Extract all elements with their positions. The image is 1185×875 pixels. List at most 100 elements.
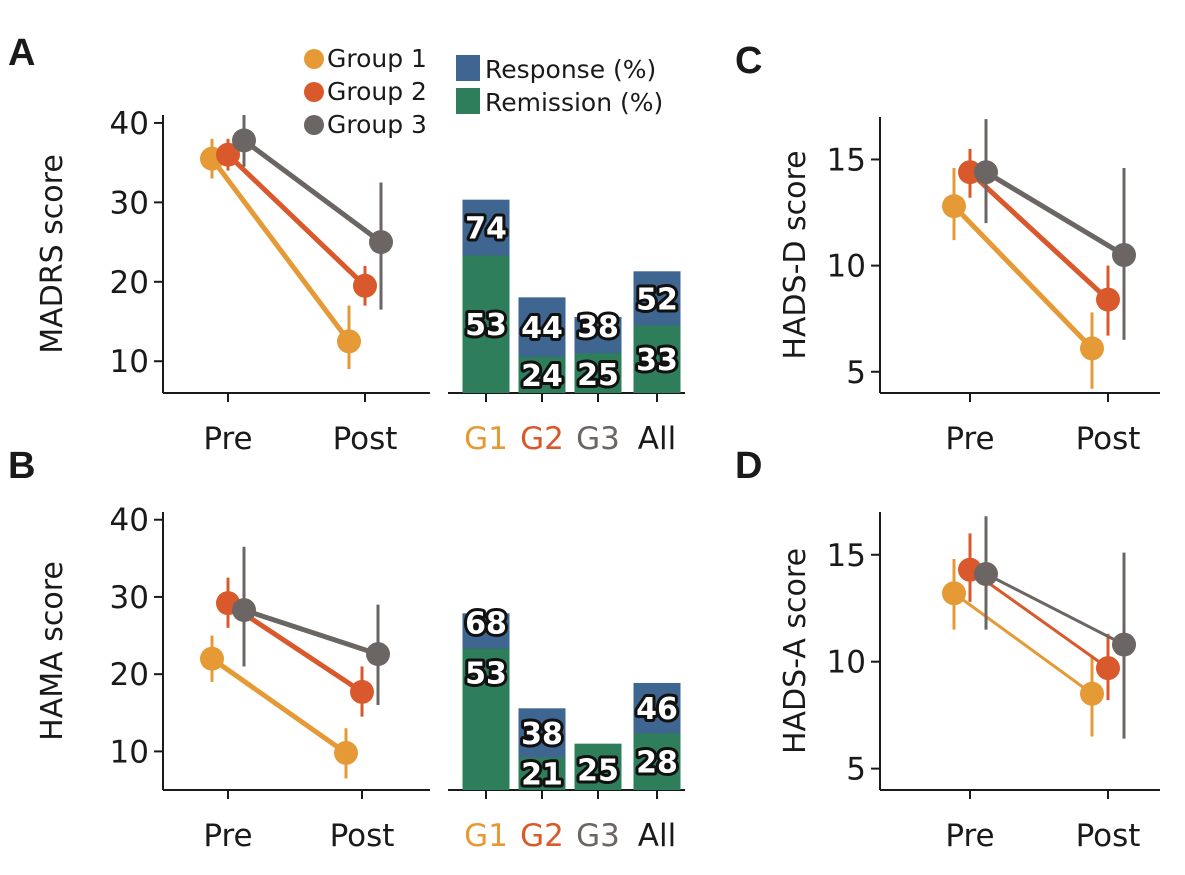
series-line (951, 203, 1095, 351)
remission-value-label: 53 (465, 656, 507, 691)
data-point (1096, 287, 1120, 312)
data-point (1112, 632, 1136, 657)
y-tick-label: 40 (110, 106, 149, 142)
y-tick-label: 20 (110, 265, 149, 301)
legend-label-g1: Group 1 (327, 44, 427, 73)
response-value-label: 44 (521, 311, 563, 346)
y-axis-label: MADRS score (35, 154, 70, 354)
series-line (209, 156, 352, 344)
y-axis-label: HADS-D score (778, 150, 813, 359)
remission-value-label: 24 (521, 359, 563, 394)
bar-category-label: G3 (576, 818, 620, 854)
series-line (241, 607, 381, 657)
data-point (334, 740, 358, 765)
y-tick-label: 10 (110, 344, 149, 380)
series-line (968, 568, 1110, 670)
bar-category-label: G2 (520, 421, 564, 457)
data-point (942, 581, 966, 606)
bar-category-label: G2 (520, 818, 564, 854)
response-value-label: 68 (465, 606, 507, 641)
panel-c: C 5 10 15 Pre Post HADS-D score (735, 40, 1160, 457)
legend-marker-g2 (304, 82, 324, 102)
y-tick-label: 5 (846, 752, 866, 788)
bar-category-label: G1 (464, 421, 508, 457)
data-point (337, 329, 361, 354)
remission-value-label: 25 (577, 358, 619, 393)
remission-value-label: 33 (636, 343, 678, 378)
y-tick-label: 20 (110, 657, 149, 693)
remission-value-label: 53 (465, 308, 507, 343)
remission-bar (633, 325, 681, 393)
response-value-label: 52 (636, 282, 678, 317)
data-point (369, 230, 393, 255)
series-line (241, 137, 384, 245)
response-value-label: 74 (465, 212, 507, 247)
bar-category-label: G1 (464, 818, 508, 854)
data-point (200, 646, 224, 671)
data-point (1080, 681, 1104, 706)
remission-bar (574, 743, 622, 790)
y-tick-label: 10 (827, 645, 866, 681)
legend-label-g3: Group 3 (327, 110, 427, 139)
x-tick-label: Pre (203, 421, 252, 457)
y-tick-label: 40 (110, 503, 149, 539)
panel-letter: D (735, 445, 762, 487)
legend-swatch-remission (456, 88, 480, 114)
y-tick-label: 15 (827, 538, 866, 574)
panel-d: D 5 10 15 Pre Post HADS-A score (735, 445, 1160, 854)
legend-marker-g3 (304, 115, 324, 135)
panel-b: B 10 20 30 40 Pre Post HAMA score G1 68 53 G2 38 21 G3… (8, 445, 685, 854)
data-point (1080, 336, 1104, 361)
data-point (232, 128, 256, 153)
response-value-label: 38 (577, 310, 619, 345)
data-point (366, 642, 390, 667)
y-tick-label: 10 (827, 249, 866, 285)
remission-value-label: 21 (521, 758, 563, 793)
remission-value-label: 25 (577, 754, 619, 789)
remission-bar (633, 733, 681, 790)
remission-bar (518, 757, 566, 790)
response-value-label: 46 (636, 692, 678, 727)
y-axis-label: HAMA score (35, 561, 70, 741)
x-tick-label: Pre (945, 818, 994, 854)
data-point (216, 142, 240, 167)
y-tick-label: 15 (827, 142, 866, 178)
remission-value-label: 28 (636, 746, 678, 781)
bar-category-label: All (638, 421, 676, 457)
series-line (209, 656, 349, 756)
series-line (983, 169, 1127, 258)
data-point (353, 273, 377, 298)
remission-bar (462, 648, 510, 790)
x-tick-label: Post (330, 818, 395, 854)
remission-bar (518, 356, 566, 393)
data-point (974, 160, 998, 185)
x-tick-label: Post (1076, 421, 1141, 457)
x-tick-label: Post (333, 421, 398, 457)
legend-swatch-response (456, 55, 480, 81)
data-point (350, 679, 374, 704)
bar-chart: G1 68 53 G2 38 21 G3 25 All 46 28 (448, 603, 685, 854)
panel-letter: B (8, 445, 35, 487)
series-line (952, 591, 1094, 696)
data-point (942, 194, 966, 219)
x-tick-label: Pre (203, 818, 252, 854)
legend-label-remission: Remission (%) (485, 88, 663, 117)
data-point (1096, 656, 1120, 681)
legend-label-g2: Group 2 (327, 77, 427, 106)
panel-letter: C (735, 40, 762, 82)
legend-label-response: Response (%) (485, 55, 656, 84)
y-tick-label: 30 (110, 580, 149, 616)
data-point (974, 562, 998, 587)
legend-marker-g1 (304, 49, 324, 69)
legend: Group 1 Group 2 Group 3 Response (%) Remissi… (304, 44, 663, 139)
y-tick-label: 10 (110, 734, 149, 770)
remission-bar (462, 255, 510, 393)
data-point (232, 598, 256, 623)
series-line (225, 152, 368, 289)
series-line (984, 572, 1126, 647)
y-tick-label: 30 (110, 185, 149, 221)
x-tick-label: Pre (945, 421, 994, 457)
data-point (1112, 243, 1136, 267)
x-tick-label: Post (1076, 818, 1141, 854)
